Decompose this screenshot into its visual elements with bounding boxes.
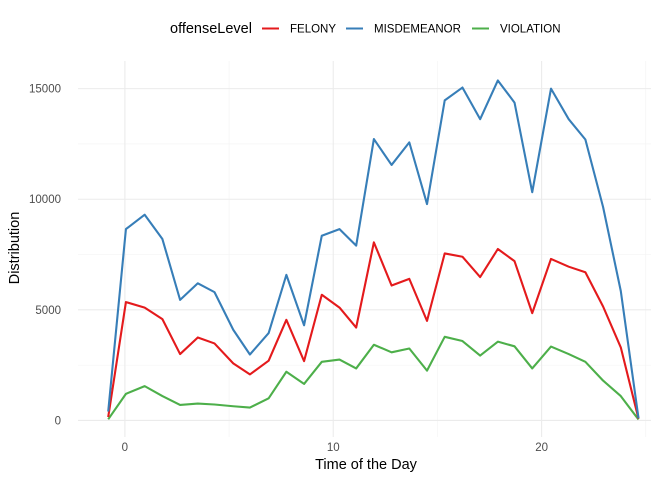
y-axis-title: Distribution [7,212,23,285]
x-tick-label: 10 [327,442,340,454]
y-tick-label: 0 [55,415,61,427]
y-tick-label: 5000 [35,305,61,317]
legend-title: offenseLevel [170,21,252,37]
series-line-felony [107,241,640,419]
series-line-misdemeanor [107,79,640,419]
y-axis-ticks: 0 5000 10000 15000 [29,84,61,428]
x-axis-title: Time of the Day [315,457,418,473]
legend: offenseLevel FELONY MISDEMEANOR VIOLATION [170,21,561,37]
legend-item-violation: VIOLATION [472,24,561,36]
legend-label: MISDEMEANOR [374,24,461,36]
x-axis-ticks: 0 10 20 [122,442,548,454]
grid [78,61,651,437]
legend-item-felony: FELONY [262,24,336,36]
x-tick-label: 0 [122,442,128,454]
legend-items: FELONY MISDEMEANOR VIOLATION [262,24,561,36]
legend-label: FELONY [290,24,336,36]
y-tick-label: 10000 [29,194,61,206]
x-tick-label: 20 [535,442,548,454]
y-tick-label: 15000 [29,84,61,96]
series-lines [107,79,640,421]
series-line-violation [107,335,640,421]
legend-item-misdemeanor: MISDEMEANOR [346,24,461,36]
legend-label: VIOLATION [500,24,561,36]
